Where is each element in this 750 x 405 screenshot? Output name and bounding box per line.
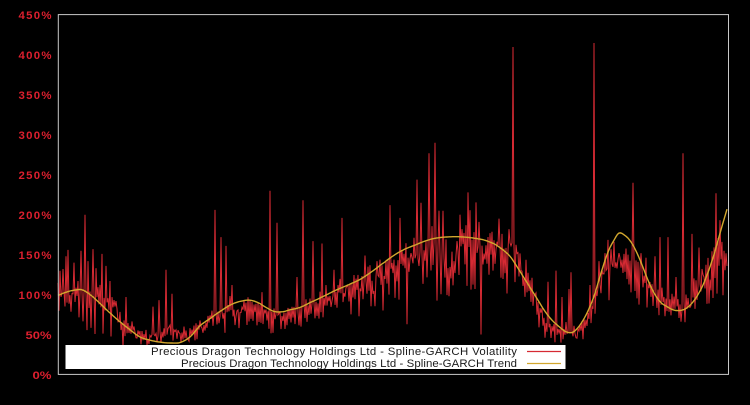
svg-text:0%: 0% [33, 370, 52, 382]
svg-text:450%: 450% [19, 10, 52, 22]
svg-text:Precious Dragon Technology Hol: Precious Dragon Technology Holdings Ltd … [181, 358, 517, 370]
svg-text:250%: 250% [19, 170, 52, 182]
svg-text:400%: 400% [19, 50, 52, 62]
svg-text:100%: 100% [19, 290, 52, 302]
svg-text:50%: 50% [26, 330, 52, 342]
svg-text:350%: 350% [19, 90, 52, 102]
svg-text:Precious Dragon Technology Hol: Precious Dragon Technology Holdings Ltd … [151, 346, 517, 358]
svg-text:150%: 150% [19, 250, 52, 262]
svg-text:300%: 300% [19, 130, 52, 142]
svg-text:200%: 200% [19, 210, 52, 222]
